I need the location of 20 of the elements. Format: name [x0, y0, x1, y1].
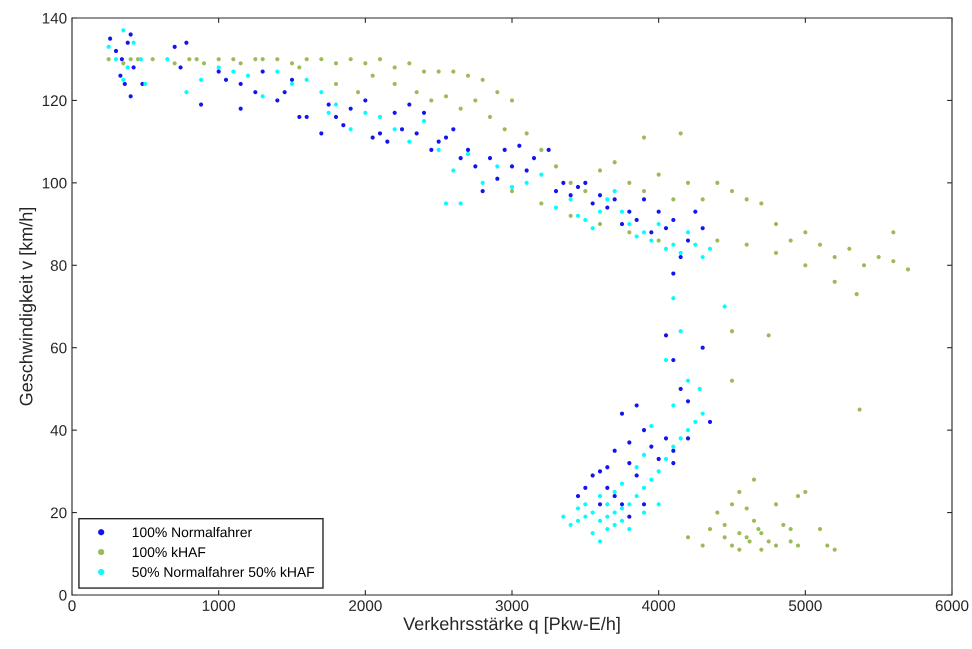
x-tick-label: 5000 [788, 600, 822, 612]
y-tick-label: 120 [42, 95, 67, 106]
x-axis-title: Verkehrsstärke q [Pkw-E/h] [403, 616, 620, 634]
y-tick-label: 60 [50, 342, 67, 354]
y-tick-label: 20 [50, 507, 67, 518]
y-tick-label: 100 [42, 178, 67, 189]
legend-label: 50% Normalfahrer 50% kHAF [132, 566, 314, 577]
x-tick-label: 1000 [202, 600, 236, 612]
x-tick-label: 6000 [936, 600, 968, 612]
x-tick-label: 2000 [349, 600, 382, 612]
x-tick-label: 4000 [642, 600, 676, 612]
y-tick-label: 0 [59, 590, 67, 601]
x-tick-label: 0 [68, 600, 76, 612]
y-tick-label: 80 [50, 260, 67, 271]
y-tick-label: 40 [50, 425, 67, 436]
x-tick-label: 3000 [496, 600, 528, 612]
legend-label: 100% Normalfahrer [132, 526, 252, 538]
y-axis-title: Geschwindigkeit v [km/h] [19, 208, 36, 406]
y-tick-label: 140 [42, 12, 67, 24]
legend-label: 100% kHAF [132, 546, 206, 558]
